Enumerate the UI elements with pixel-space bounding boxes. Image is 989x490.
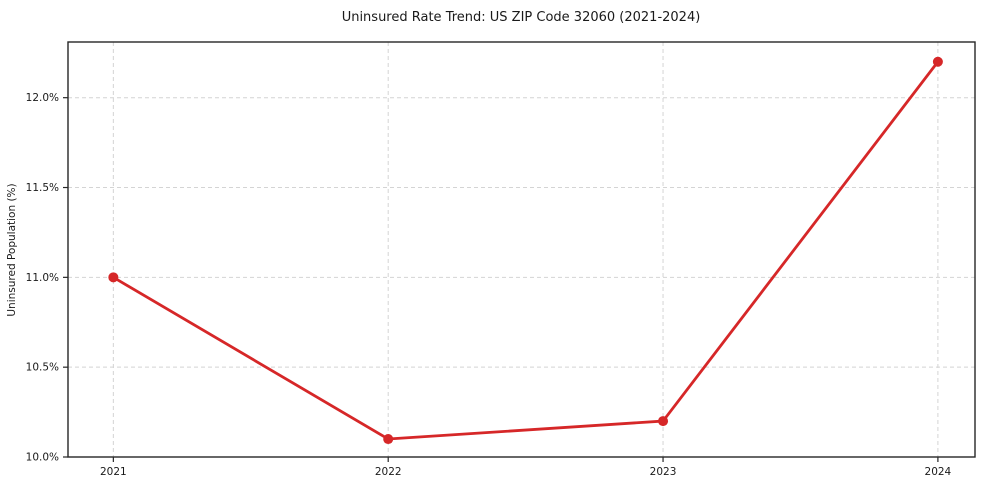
y-tick-label: 10.5% <box>26 362 59 374</box>
axis-layer: 2021 2022 2023 2024 10.0% 10.5% 11.0% 11.5% 12.0… <box>26 41 976 478</box>
trend-line-series <box>108 56 943 445</box>
y-tick-label: 12.0% <box>26 92 59 104</box>
plot-border <box>67 41 976 458</box>
y-tick-label: 10.0% <box>26 452 59 464</box>
x-tick-label: 2021 <box>100 466 127 478</box>
trend-line <box>111 60 940 441</box>
y-axis-label: Uninsured Population (%) <box>6 183 18 316</box>
data-point-marker <box>383 434 394 445</box>
data-point-marker <box>932 56 943 67</box>
chart-title: Uninsured Rate Trend: US ZIP Code 32060 … <box>342 10 701 25</box>
x-tick-label: 2024 <box>925 466 952 478</box>
x-tick-label: 2023 <box>650 466 677 478</box>
x-tick-label: 2022 <box>375 466 402 478</box>
y-tick-label: 11.0% <box>26 272 59 284</box>
data-point-marker <box>108 272 119 283</box>
grid-layer <box>68 42 975 458</box>
data-point-marker <box>658 416 669 427</box>
y-tick-label: 11.5% <box>26 182 59 194</box>
